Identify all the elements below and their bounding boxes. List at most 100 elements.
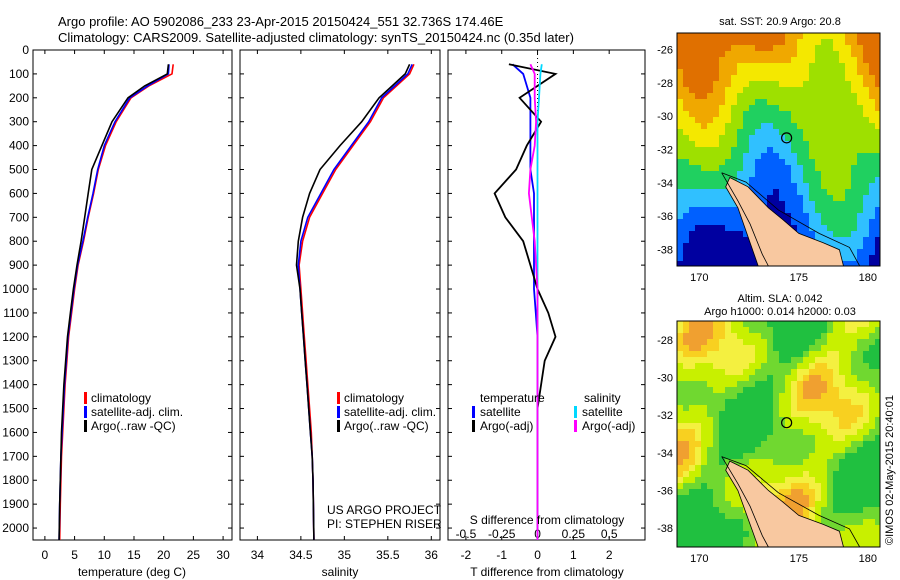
map-cell xyxy=(857,327,863,333)
s-tick-label: -0.25 xyxy=(488,527,516,541)
map-cell xyxy=(821,33,827,39)
map-cell xyxy=(845,159,851,165)
map-cell xyxy=(791,465,797,471)
map-cell xyxy=(851,213,857,219)
map-cell xyxy=(827,501,833,507)
map-cell xyxy=(677,381,683,387)
map-cell xyxy=(791,495,797,501)
map-cell xyxy=(815,99,821,105)
map-cell xyxy=(689,483,695,489)
map-cell xyxy=(701,345,707,351)
map-cell xyxy=(863,489,869,495)
map-cell xyxy=(713,117,719,123)
map-cell xyxy=(677,255,683,261)
map-cell xyxy=(797,69,803,75)
map-cell xyxy=(815,189,821,195)
map-cell xyxy=(809,45,815,51)
map-cell xyxy=(797,87,803,93)
map-cell xyxy=(863,453,869,459)
map-cell xyxy=(821,399,827,405)
map-cell xyxy=(677,57,683,63)
map-cell xyxy=(857,153,863,159)
map-cell xyxy=(689,177,695,183)
map-cell xyxy=(851,255,857,261)
map-cell xyxy=(779,123,785,129)
salinity-plot: 34 34.5 35 35.5 36 xyxy=(251,50,438,562)
map-cell xyxy=(689,351,695,357)
map-cell xyxy=(845,495,851,501)
map-cell xyxy=(827,69,833,75)
temperature-legend: climatology satellite-adj. clim. Argo(..… xyxy=(84,391,183,433)
map-cell xyxy=(839,39,845,45)
map-cell xyxy=(845,399,851,405)
map-cell xyxy=(737,459,743,465)
map-cell xyxy=(875,381,880,387)
map-cell xyxy=(701,153,707,159)
map-cell xyxy=(773,117,779,123)
map-cell xyxy=(725,249,731,255)
map-cell xyxy=(869,135,875,141)
map-cell xyxy=(731,435,737,441)
map-cell xyxy=(725,405,731,411)
depth-tick-label: 0 xyxy=(22,43,29,57)
map-cell xyxy=(749,393,755,399)
map-cell xyxy=(815,387,821,393)
map-cell xyxy=(767,375,773,381)
depth-tick-label: 500 xyxy=(9,163,29,177)
map-cell xyxy=(863,171,869,177)
map-cell xyxy=(875,543,880,547)
map-cell xyxy=(719,213,725,219)
map-cell xyxy=(713,429,719,435)
map-cell xyxy=(695,525,701,531)
map-cell xyxy=(791,117,797,123)
map-cell xyxy=(773,363,779,369)
map-cell xyxy=(791,93,797,99)
map-cell xyxy=(845,231,851,237)
map-cell xyxy=(683,501,689,507)
map-cell xyxy=(809,153,815,159)
map-cell xyxy=(725,87,731,93)
map-cell xyxy=(803,375,809,381)
map-cell xyxy=(803,141,809,147)
map-cell xyxy=(707,51,713,57)
map-cell xyxy=(797,333,803,339)
map-cell xyxy=(863,339,869,345)
map-cell xyxy=(701,519,707,525)
map-cell xyxy=(803,411,809,417)
map-cell xyxy=(701,159,707,165)
map-cell xyxy=(857,189,863,195)
map-cell xyxy=(803,429,809,435)
map-cell xyxy=(689,369,695,375)
map-cell xyxy=(803,465,809,471)
map-cell xyxy=(773,207,779,213)
map-cell xyxy=(719,345,725,351)
map-cell xyxy=(761,399,767,405)
map-cell xyxy=(821,345,827,351)
map-cell xyxy=(683,363,689,369)
map-cell xyxy=(791,75,797,81)
map-cell xyxy=(695,189,701,195)
map-cell xyxy=(815,117,821,123)
argo-float-marker xyxy=(781,417,793,429)
map-cell xyxy=(695,159,701,165)
map-cell xyxy=(779,357,785,363)
map-cell xyxy=(875,495,880,501)
map-cell xyxy=(695,105,701,111)
map-cell xyxy=(857,147,863,153)
map-cell xyxy=(695,537,701,543)
map-cell xyxy=(683,393,689,399)
map-cell xyxy=(701,537,707,543)
map-cell xyxy=(689,255,695,261)
map-cell xyxy=(677,69,683,75)
map-cell xyxy=(713,195,719,201)
map-cell xyxy=(773,435,779,441)
map-cell xyxy=(827,117,833,123)
map-cell xyxy=(809,207,815,213)
map-cell xyxy=(707,495,713,501)
map-cell xyxy=(827,141,833,147)
map-cell xyxy=(827,423,833,429)
map-cell xyxy=(863,507,869,513)
map-cell xyxy=(797,213,803,219)
map-cell xyxy=(803,147,809,153)
map-cell xyxy=(863,537,869,543)
